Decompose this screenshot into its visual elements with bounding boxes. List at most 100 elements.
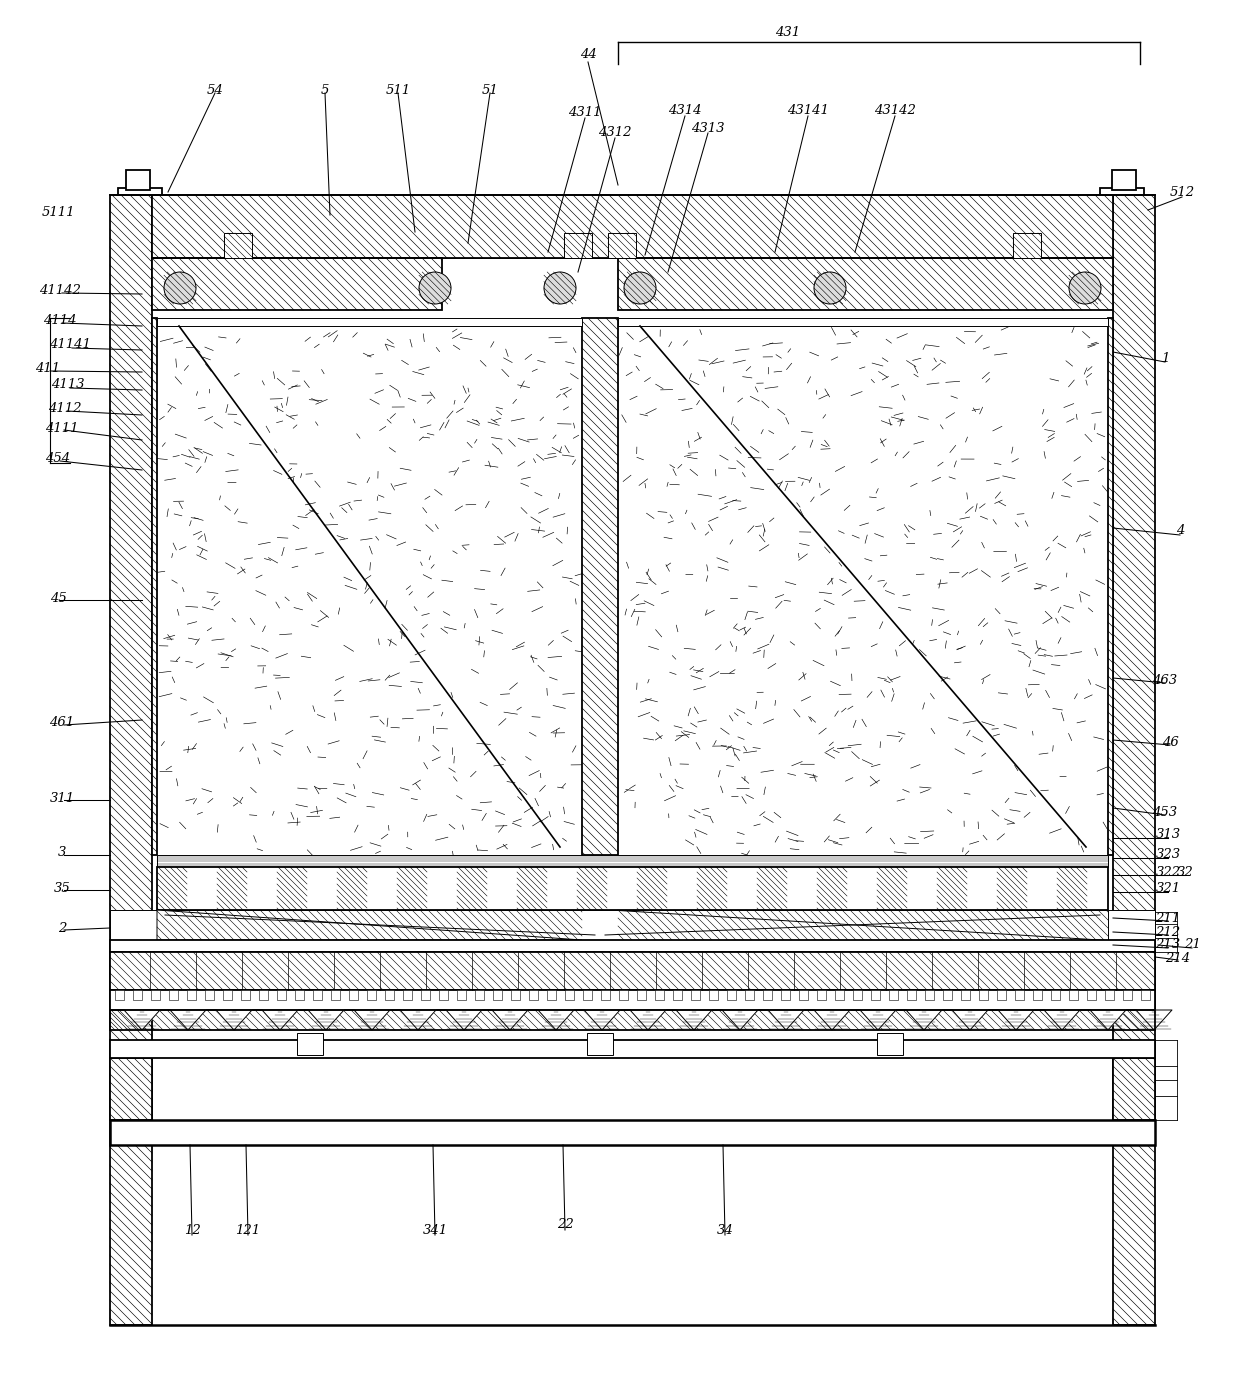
- Bar: [608, 233, 636, 257]
- Bar: [133, 990, 143, 1000]
- Polygon shape: [353, 1009, 391, 1030]
- Bar: [110, 1009, 1154, 1030]
- Text: 463: 463: [1152, 673, 1178, 687]
- Text: 454: 454: [46, 452, 71, 464]
- Bar: [673, 990, 682, 1000]
- Bar: [1100, 189, 1145, 196]
- Text: 2: 2: [58, 921, 66, 935]
- Bar: [153, 257, 441, 310]
- Bar: [1013, 233, 1042, 257]
- Text: 4313: 4313: [691, 121, 724, 135]
- Bar: [799, 990, 808, 1000]
- Circle shape: [1069, 273, 1101, 304]
- Bar: [925, 990, 934, 1000]
- Text: 341: 341: [423, 1224, 448, 1237]
- Bar: [118, 189, 162, 196]
- Polygon shape: [446, 1009, 482, 1030]
- Bar: [367, 990, 376, 1000]
- Polygon shape: [813, 1009, 849, 1030]
- Text: 41141: 41141: [50, 339, 91, 351]
- Bar: [157, 868, 1109, 910]
- Bar: [494, 990, 502, 1000]
- Text: 45: 45: [50, 592, 67, 605]
- Text: 43141: 43141: [787, 103, 828, 117]
- Bar: [745, 990, 754, 1000]
- Bar: [1114, 196, 1154, 1325]
- Bar: [205, 990, 215, 1000]
- Text: 313: 313: [1156, 829, 1180, 841]
- Bar: [312, 990, 322, 1000]
- Text: 22: 22: [557, 1219, 573, 1231]
- Text: 512: 512: [1169, 186, 1194, 198]
- Circle shape: [813, 273, 846, 304]
- Text: 43142: 43142: [874, 103, 916, 117]
- Text: 54: 54: [207, 84, 223, 96]
- Text: 411: 411: [36, 362, 61, 375]
- Text: 213: 213: [1156, 939, 1180, 952]
- Text: 32: 32: [1177, 866, 1193, 879]
- Bar: [564, 233, 591, 257]
- Text: 4312: 4312: [598, 125, 631, 139]
- Text: 5: 5: [321, 84, 329, 96]
- Bar: [582, 318, 618, 855]
- Bar: [1112, 169, 1136, 190]
- Bar: [110, 990, 1154, 1009]
- Bar: [110, 952, 1154, 990]
- Text: 453: 453: [1152, 806, 1178, 818]
- Text: 46: 46: [1162, 735, 1178, 749]
- Bar: [889, 990, 898, 1000]
- Polygon shape: [676, 1009, 712, 1030]
- Polygon shape: [1044, 1009, 1080, 1030]
- Bar: [110, 940, 1154, 952]
- Text: 51: 51: [481, 84, 498, 96]
- Text: 12: 12: [184, 1224, 201, 1237]
- Bar: [870, 990, 880, 1000]
- Polygon shape: [722, 1009, 758, 1030]
- Bar: [997, 990, 1006, 1000]
- Bar: [384, 990, 394, 1000]
- Bar: [565, 990, 574, 1000]
- Bar: [637, 990, 646, 1000]
- Bar: [980, 990, 988, 1000]
- Text: 3: 3: [58, 845, 66, 858]
- Text: 4111: 4111: [45, 421, 79, 435]
- Text: 4114: 4114: [43, 314, 77, 326]
- Polygon shape: [1090, 1009, 1126, 1030]
- Polygon shape: [1136, 1009, 1172, 1030]
- Circle shape: [419, 273, 451, 304]
- Bar: [422, 990, 430, 1000]
- Polygon shape: [308, 1009, 343, 1030]
- Text: 323: 323: [1156, 848, 1180, 862]
- Bar: [1123, 990, 1132, 1000]
- Text: 4314: 4314: [668, 103, 702, 117]
- Bar: [511, 990, 520, 1000]
- Bar: [1105, 990, 1114, 1000]
- Text: 1: 1: [1161, 351, 1169, 365]
- Text: 21: 21: [1184, 939, 1200, 952]
- Bar: [583, 990, 591, 1000]
- Text: 211: 211: [1156, 912, 1180, 924]
- Bar: [655, 990, 663, 1000]
- Bar: [727, 990, 737, 1000]
- Text: 431: 431: [775, 26, 801, 40]
- Bar: [110, 196, 153, 1325]
- Bar: [110, 1120, 1154, 1146]
- Bar: [1069, 990, 1078, 1000]
- Bar: [1052, 990, 1060, 1000]
- Bar: [348, 990, 358, 1000]
- Bar: [110, 910, 1154, 940]
- Bar: [691, 990, 701, 1000]
- Bar: [295, 990, 304, 1000]
- Polygon shape: [630, 1009, 666, 1030]
- Bar: [259, 990, 268, 1000]
- Circle shape: [164, 273, 196, 304]
- Bar: [241, 990, 250, 1000]
- Bar: [835, 990, 844, 1000]
- Bar: [153, 318, 157, 855]
- Bar: [277, 990, 286, 1000]
- Text: 41142: 41142: [40, 284, 81, 296]
- Polygon shape: [952, 1009, 988, 1030]
- Text: 34: 34: [717, 1224, 733, 1237]
- Bar: [115, 990, 124, 1000]
- Polygon shape: [124, 1009, 160, 1030]
